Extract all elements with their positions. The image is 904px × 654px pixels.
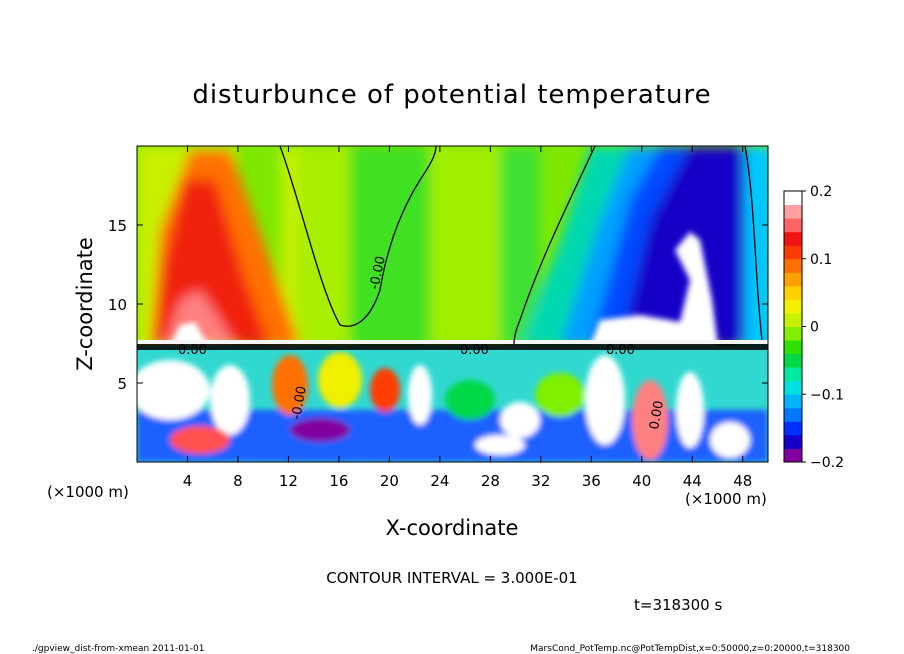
contour-labels: 0.00 -0.00 0.00 0.00 -0.00 0.00 — [178, 255, 667, 431]
contour-label: -0.00 — [367, 255, 389, 291]
footer-left: ./gpview_dist-from-xmean 2011-01-01 — [32, 644, 204, 654]
y-tick-label: 10 — [108, 296, 127, 314]
colorbar-swatch — [784, 191, 802, 206]
x-unit-left: (×1000 m) — [47, 483, 129, 501]
contour-label: 0.00 — [647, 400, 667, 431]
colorbar-swatch — [784, 312, 802, 327]
x-tick-label: 24 — [430, 472, 449, 490]
y-tick-label: 5 — [117, 375, 127, 393]
colorbar-swatch — [784, 367, 802, 382]
x-tick-label: 4 — [183, 472, 193, 490]
x-tick-label: 32 — [531, 472, 550, 490]
x-tick-label: 48 — [733, 472, 752, 490]
colorbar-swatch — [784, 380, 802, 395]
colorbar-tick-label: 0.1 — [810, 252, 832, 268]
colorbar-swatch — [784, 407, 802, 422]
x-tick-label: 16 — [329, 472, 348, 490]
y-tick-label: 15 — [108, 217, 127, 235]
y-axis-label: Z-coordinate — [73, 237, 97, 371]
colorbar-tick-label: 0 — [810, 320, 819, 336]
contour-label: -0.00 — [289, 385, 310, 421]
x-tick-label: 28 — [481, 472, 500, 490]
y-axis: 5 10 15 — [108, 217, 768, 393]
colorbar-swatch — [784, 353, 802, 368]
colorbar-swatch — [784, 448, 802, 463]
contour-label: 0.00 — [606, 343, 635, 358]
colorbar-swatch — [784, 245, 802, 260]
x-axis: 4 8 12 16 20 24 28 32 36 40 44 48 — [183, 146, 752, 490]
colorbar-swatch — [784, 421, 802, 436]
x-tick-label: 40 — [632, 472, 651, 490]
colorbar-swatch — [784, 204, 802, 219]
footer-right: MarsCond_PotTemp.nc@PotTempDist,x=0:5000… — [530, 644, 850, 654]
colorbar-swatch — [784, 231, 802, 246]
colorbar-swatch — [784, 285, 802, 300]
time-label: t=318300 s — [634, 596, 722, 614]
colorbar-swatch — [784, 434, 802, 449]
heatmap-field — [137, 146, 768, 462]
chart-title: disturbunce of potential temperature — [192, 80, 711, 110]
x-axis-label: X-coordinate — [386, 516, 519, 540]
colorbar-swatch — [784, 394, 802, 409]
colorbar-tick-label: −0.1 — [810, 387, 844, 403]
colorbar-swatch — [784, 299, 802, 314]
colorbar-swatch — [784, 218, 802, 233]
colorbar-swatch — [784, 258, 802, 273]
x-tick-label: 12 — [279, 472, 298, 490]
colorbar-swatch — [784, 326, 802, 341]
colorbar-swatch — [784, 272, 802, 287]
colorbar-tick-label: −0.2 — [810, 455, 844, 471]
colorbar-swatch — [784, 340, 802, 355]
x-tick-label: 36 — [582, 472, 601, 490]
x-tick-label: 8 — [233, 472, 243, 490]
x-unit-right: (×1000 m) — [685, 490, 767, 508]
x-tick-label: 44 — [683, 472, 702, 490]
colorbar-tick-label: 0.2 — [810, 184, 832, 200]
contour-interval-text: CONTOUR INTERVAL = 3.000E-01 — [326, 569, 577, 587]
colorbar: 0.2 0.1 0 −0.1 −0.2 — [783, 184, 844, 471]
contour-label: 0.00 — [178, 343, 207, 358]
contour-label: 0.00 — [460, 343, 489, 358]
x-tick-label: 20 — [380, 472, 399, 490]
